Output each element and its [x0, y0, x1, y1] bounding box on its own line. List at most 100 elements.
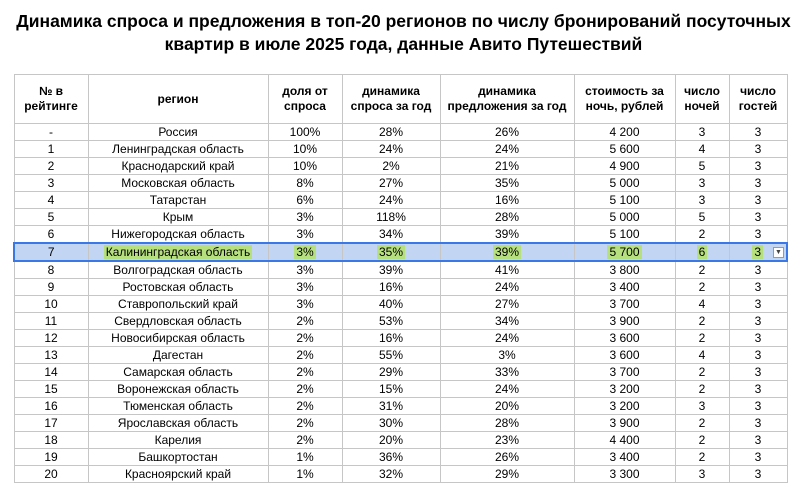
cell-demand-share[interactable]: 8%	[267, 174, 343, 192]
cell-price[interactable]: 5 000	[573, 174, 676, 192]
cell-guests[interactable]: 3	[728, 140, 788, 158]
cell-demand-share[interactable]: 3%	[267, 242, 343, 262]
cell-price[interactable]: 3 600	[573, 346, 676, 364]
cell-region[interactable]: Россия	[87, 123, 269, 141]
cell-rank[interactable]: 8	[13, 260, 89, 279]
cell-demand-dynamics[interactable]: 118%	[341, 208, 441, 226]
cell-guests[interactable]: 3 ▼	[728, 242, 788, 262]
cell-guests[interactable]: 3	[728, 208, 788, 226]
cell-demand-dynamics[interactable]: 35%	[341, 242, 441, 262]
cell-demand-dynamics[interactable]: 39%	[341, 260, 441, 279]
cell-supply-dynamics[interactable]: 26%	[439, 123, 575, 141]
cell-supply-dynamics[interactable]: 3%	[439, 346, 575, 364]
cell-rank[interactable]: 9	[13, 278, 89, 296]
cell-rank[interactable]: 1	[13, 140, 89, 158]
cell-nights[interactable]: 3	[674, 191, 730, 209]
header-demand-dynamics[interactable]: динамика спроса за год	[341, 74, 441, 124]
cell-price[interactable]: 3 700	[573, 295, 676, 313]
cell-demand-share[interactable]: 1%	[267, 465, 343, 483]
cell-price[interactable]: 3 200	[573, 397, 676, 415]
cell-supply-dynamics[interactable]: 34%	[439, 312, 575, 330]
cell-guests[interactable]: 3	[728, 225, 788, 244]
cell-nights[interactable]: 4	[674, 346, 730, 364]
cell-demand-share[interactable]: 1%	[267, 448, 343, 466]
cell-region[interactable]: Новосибирская область	[87, 329, 269, 347]
cell-rank[interactable]: 12	[13, 329, 89, 347]
cell-demand-share[interactable]: 2%	[267, 363, 343, 381]
cell-region[interactable]: Волгоградская область	[87, 260, 269, 279]
cell-nights[interactable]: 2	[674, 260, 730, 279]
cell-supply-dynamics[interactable]: 24%	[439, 380, 575, 398]
cell-region[interactable]: Ростовская область	[87, 278, 269, 296]
cell-demand-dynamics[interactable]: 16%	[341, 329, 441, 347]
cell-demand-dynamics[interactable]: 31%	[341, 397, 441, 415]
cell-region[interactable]: Красноярский край	[87, 465, 269, 483]
cell-region[interactable]: Московская область	[87, 174, 269, 192]
cell-rank[interactable]: 15	[13, 380, 89, 398]
cell-rank[interactable]: 14	[13, 363, 89, 381]
cell-demand-share[interactable]: 10%	[267, 140, 343, 158]
cell-nights[interactable]: 3	[674, 397, 730, 415]
cell-demand-dynamics[interactable]: 20%	[341, 431, 441, 449]
cell-demand-dynamics[interactable]: 16%	[341, 278, 441, 296]
cell-price[interactable]: 5 100	[573, 191, 676, 209]
cell-price[interactable]: 3 900	[573, 312, 676, 330]
cell-nights[interactable]: 3	[674, 465, 730, 483]
cell-guests[interactable]: 3	[728, 191, 788, 209]
cell-rank[interactable]: 10	[13, 295, 89, 313]
cell-demand-dynamics[interactable]: 53%	[341, 312, 441, 330]
cell-supply-dynamics[interactable]: 23%	[439, 431, 575, 449]
cell-guests[interactable]: 3	[728, 295, 788, 313]
cell-guests[interactable]: 3	[728, 414, 788, 432]
cell-rank[interactable]: 11	[13, 312, 89, 330]
cell-region[interactable]: Татарстан	[87, 191, 269, 209]
cell-rank[interactable]: 2	[13, 157, 89, 175]
cell-demand-share[interactable]: 3%	[267, 208, 343, 226]
cell-price[interactable]: 3 600	[573, 329, 676, 347]
cell-price[interactable]: 4 200	[573, 123, 676, 141]
cell-nights[interactable]: 6	[674, 242, 730, 262]
cell-demand-share[interactable]: 2%	[267, 414, 343, 432]
cell-region[interactable]: Карелия	[87, 431, 269, 449]
cell-nights[interactable]: 2	[674, 329, 730, 347]
cell-nights[interactable]: 2	[674, 225, 730, 244]
cell-price[interactable]: 5 600	[573, 140, 676, 158]
cell-supply-dynamics[interactable]: 16%	[439, 191, 575, 209]
cell-supply-dynamics[interactable]: 24%	[439, 329, 575, 347]
cell-guests[interactable]: 3	[728, 363, 788, 381]
cell-demand-dynamics[interactable]: 24%	[341, 140, 441, 158]
cell-supply-dynamics[interactable]: 28%	[439, 414, 575, 432]
cell-rank[interactable]: -	[13, 123, 89, 141]
cell-demand-dynamics[interactable]: 55%	[341, 346, 441, 364]
cell-supply-dynamics[interactable]: 21%	[439, 157, 575, 175]
cell-rank[interactable]: 5	[13, 208, 89, 226]
chevron-down-icon[interactable]: ▼	[773, 247, 784, 258]
cell-rank[interactable]: 18	[13, 431, 89, 449]
cell-region[interactable]: Ставропольский край	[87, 295, 269, 313]
cell-rank[interactable]: 16	[13, 397, 89, 415]
cell-supply-dynamics[interactable]: 28%	[439, 208, 575, 226]
cell-price[interactable]: 3 200	[573, 380, 676, 398]
cell-guests[interactable]: 3	[728, 123, 788, 141]
cell-demand-share[interactable]: 3%	[267, 278, 343, 296]
cell-region[interactable]: Крым	[87, 208, 269, 226]
cell-supply-dynamics[interactable]: 39%	[439, 242, 575, 262]
cell-nights[interactable]: 2	[674, 431, 730, 449]
cell-demand-share[interactable]: 2%	[267, 397, 343, 415]
cell-price[interactable]: 4 900	[573, 157, 676, 175]
cell-supply-dynamics[interactable]: 27%	[439, 295, 575, 313]
cell-supply-dynamics[interactable]: 26%	[439, 448, 575, 466]
cell-demand-dynamics[interactable]: 40%	[341, 295, 441, 313]
cell-price[interactable]: 3 700	[573, 363, 676, 381]
cell-nights[interactable]: 2	[674, 312, 730, 330]
cell-demand-share[interactable]: 2%	[267, 329, 343, 347]
cell-demand-share[interactable]: 2%	[267, 380, 343, 398]
cell-guests[interactable]: 3	[728, 397, 788, 415]
cell-region[interactable]: Тюменская область	[87, 397, 269, 415]
cell-supply-dynamics[interactable]: 41%	[439, 260, 575, 279]
cell-nights[interactable]: 4	[674, 295, 730, 313]
cell-guests[interactable]: 3	[728, 174, 788, 192]
cell-nights[interactable]: 2	[674, 414, 730, 432]
header-supply-dynamics[interactable]: динамика предложения за год	[439, 74, 575, 124]
cell-supply-dynamics[interactable]: 39%	[439, 225, 575, 244]
